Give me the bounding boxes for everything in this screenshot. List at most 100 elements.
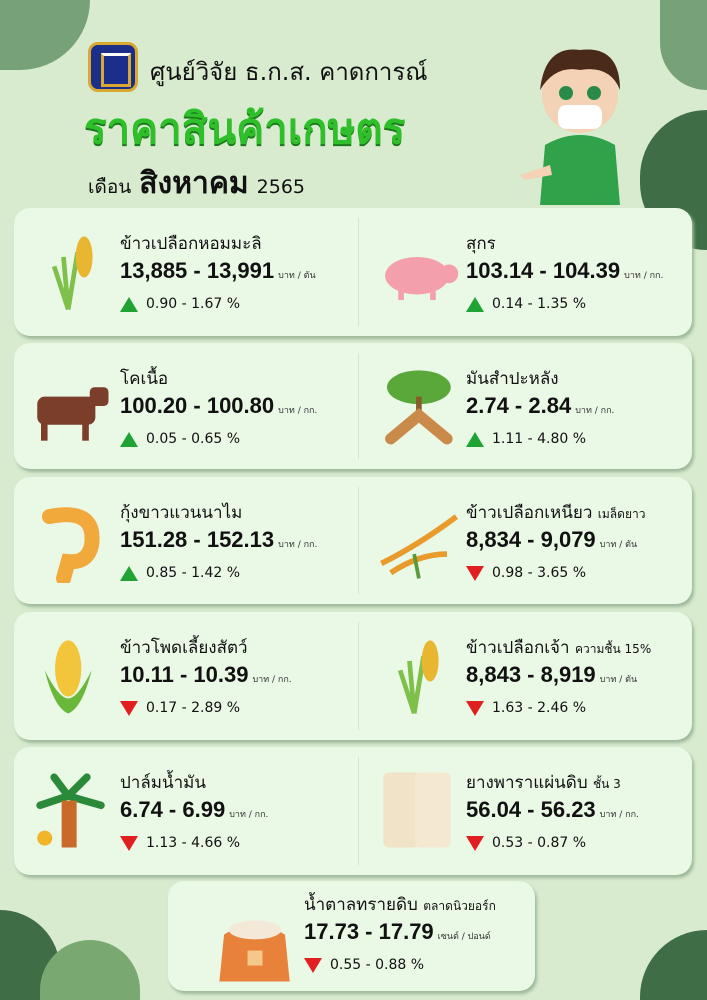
change-value: 0.55 - 0.88 % bbox=[330, 957, 425, 973]
name-text: น้ำตาลทรายดิบ bbox=[304, 895, 418, 915]
change-value: 1.13 - 4.66 % bbox=[146, 835, 241, 851]
price-change: 1.13 - 4.66 % bbox=[120, 835, 240, 851]
divider bbox=[358, 757, 359, 865]
price-unit: บาท / กก. bbox=[599, 810, 639, 820]
price-unit: บาท / กก. bbox=[252, 675, 292, 685]
price-range: 56.04 - 56.23 บาท / กก. bbox=[466, 797, 639, 823]
price-range: 100.20 - 100.80 บาท / กก. bbox=[120, 393, 317, 419]
corn-icon bbox=[44, 640, 92, 714]
commodity-card: โคเนื้อ 100.20 - 100.80 บาท / กก. 0.05 - … bbox=[14, 343, 692, 469]
change-value: 0.85 - 1.42 % bbox=[146, 565, 241, 581]
triangle-up-icon bbox=[120, 565, 138, 581]
commodity-card: ปาล์มน้ำมัน 6.74 - 6.99 บาท / กก. 1.13 - … bbox=[14, 747, 692, 875]
price-unit: เซนต์ / ปอนด์ bbox=[437, 932, 491, 942]
commodity-name: ข้าวเปลือกหอมมะลิ bbox=[120, 230, 262, 257]
name-note: ความชื้น 15% bbox=[574, 642, 652, 656]
divider bbox=[358, 218, 359, 326]
price-change: 1.63 - 2.46 % bbox=[466, 700, 586, 716]
price-value: 2.74 - 2.84 bbox=[466, 393, 572, 418]
price-range: 17.73 - 17.79 เซนต์ / ปอนด์ bbox=[304, 919, 491, 945]
price-range: 13,885 - 13,991 บาท / ตัน bbox=[120, 258, 316, 284]
price-value: 151.28 - 152.13 bbox=[120, 527, 275, 552]
price-unit: บาท / กก. bbox=[624, 271, 664, 281]
change-value: 0.53 - 0.87 % bbox=[492, 835, 587, 851]
commodity-name: ปาล์มน้ำมัน bbox=[120, 769, 206, 796]
name-text: ข้าวโพดเลี้ยงสัตว์ bbox=[120, 638, 248, 658]
triangle-down-icon bbox=[120, 835, 138, 851]
month-label: เดือน bbox=[88, 176, 132, 198]
price-value: 8,843 - 8,919 bbox=[466, 662, 596, 687]
name-text: ข้าวเปลือกเจ้า bbox=[466, 638, 570, 658]
triangle-down-icon bbox=[466, 835, 484, 851]
decor-circle bbox=[640, 930, 707, 1000]
name-note: ตลาดนิวยอร์ก bbox=[423, 899, 496, 913]
commodity-name: น้ำตาลทรายดิบ ตลาดนิวยอร์ก bbox=[304, 891, 496, 918]
commodity-card: น้ำตาลทรายดิบ ตลาดนิวยอร์ก 17.73 - 17.79… bbox=[168, 881, 535, 991]
commodity-card: ข้าวโพดเลี้ยงสัตว์ 10.11 - 10.39 บาท / กก… bbox=[14, 612, 692, 740]
commodity-item: ปาล์มน้ำมัน 6.74 - 6.99 บาท / กก. 1.13 - … bbox=[14, 747, 344, 875]
price-unit: บาท / กก. bbox=[278, 406, 318, 416]
price-range: 8,843 - 8,919 บาท / ตัน bbox=[466, 662, 637, 688]
price-value: 8,834 - 9,079 bbox=[466, 527, 596, 552]
name-text: กุ้งขาวแวนนาไม bbox=[120, 503, 243, 523]
commodity-name: สุกร bbox=[466, 230, 496, 257]
name-text: โคเนื้อ bbox=[120, 369, 169, 389]
name-note: เมล็ดยาว bbox=[597, 507, 646, 521]
triangle-up-icon bbox=[120, 431, 138, 447]
commodity-item: ยางพาราแผ่นดิบ ชั้น 3 56.04 - 56.23 บาท /… bbox=[360, 747, 690, 875]
year: 2565 bbox=[256, 176, 306, 198]
change-value: 0.17 - 2.89 % bbox=[146, 700, 241, 716]
price-unit: บาท / กก. bbox=[229, 810, 269, 820]
triangle-up-icon bbox=[466, 296, 484, 312]
name-text: ข้าวเปลือกเหนียว bbox=[466, 503, 593, 523]
commodity-item: ข้าวเปลือกเจ้า ความชื้น 15% 8,843 - 8,91… bbox=[360, 612, 690, 740]
change-value: 1.63 - 2.46 % bbox=[492, 700, 587, 716]
price-change: 0.85 - 1.42 % bbox=[120, 565, 240, 581]
price-range: 6.74 - 6.99 บาท / กก. bbox=[120, 797, 268, 823]
pig-icon bbox=[385, 256, 459, 301]
divider bbox=[358, 622, 359, 730]
price-unit: บาท / ตัน bbox=[278, 271, 316, 281]
cow-icon bbox=[37, 387, 109, 441]
mascot-illustration bbox=[520, 49, 620, 205]
divider bbox=[358, 487, 359, 594]
commodity-name: กุ้งขาวแวนนาไม bbox=[120, 499, 242, 526]
commodity-item: มันสำปะหลัง 2.74 - 2.84 บาท / กก. 1.11 - … bbox=[360, 343, 690, 469]
change-value: 0.14 - 1.35 % bbox=[492, 296, 587, 312]
change-value: 0.05 - 0.65 % bbox=[146, 431, 241, 447]
commodity-card: กุ้งขาวแวนนาไม 151.28 - 152.13 บาท / กก. … bbox=[14, 477, 692, 604]
commodity-item: โคเนื้อ 100.20 - 100.80 บาท / กก. 0.05 - … bbox=[14, 343, 344, 469]
price-value: 6.74 - 6.99 bbox=[120, 797, 226, 822]
name-text: ข้าวเปลือกหอมมะลิ bbox=[120, 234, 262, 254]
month: สิงหาคม bbox=[139, 166, 249, 201]
price-unit: บาท / กก. bbox=[278, 540, 318, 550]
rice-plant-icon bbox=[51, 236, 93, 311]
triangle-down-icon bbox=[466, 565, 484, 581]
commodity-item: น้ำตาลทรายดิบ ตลาดนิวยอร์ก 17.73 - 17.79… bbox=[198, 881, 528, 991]
name-note: ชั้น 3 bbox=[593, 777, 621, 791]
triangle-down-icon bbox=[304, 957, 322, 973]
sugar-sack-icon bbox=[219, 920, 290, 982]
change-value: 0.90 - 1.67 % bbox=[146, 296, 241, 312]
commodity-item: ข้าวเปลือกหอมมะลิ 13,885 - 13,991 บาท / ต… bbox=[14, 208, 344, 336]
price-change: 0.55 - 0.88 % bbox=[304, 957, 424, 973]
price-range: 103.14 - 104.39 บาท / กก. bbox=[466, 258, 663, 284]
triangle-down-icon bbox=[120, 700, 138, 716]
decor-circle bbox=[0, 0, 90, 70]
change-value: 0.98 - 3.65 % bbox=[492, 565, 587, 581]
commodity-item: ข้าวเปลือกเหนียว เมล็ดยาว 8,834 - 9,079 บ… bbox=[360, 477, 690, 604]
name-text: ยางพาราแผ่นดิบ bbox=[466, 773, 588, 793]
price-change: 0.53 - 0.87 % bbox=[466, 835, 586, 851]
price-unit: บาท / ตัน bbox=[599, 540, 638, 550]
name-text: ปาล์มน้ำมัน bbox=[120, 773, 206, 793]
commodity-card: ข้าวเปลือกหอมมะลิ 13,885 - 13,991 บาท / ต… bbox=[14, 208, 692, 336]
triangle-down-icon bbox=[466, 700, 484, 716]
price-range: 151.28 - 152.13 บาท / กก. bbox=[120, 527, 317, 553]
price-change: 0.90 - 1.67 % bbox=[120, 296, 240, 312]
commodity-name: มันสำปะหลัง bbox=[466, 365, 559, 392]
divider bbox=[358, 353, 359, 459]
price-value: 10.11 - 10.39 bbox=[120, 662, 249, 687]
month-line: เดือน สิงหาคม 2565 bbox=[88, 160, 305, 207]
commodity-name: ข้าวโพดเลี้ยงสัตว์ bbox=[120, 634, 248, 661]
commodity-item: ข้าวโพดเลี้ยงสัตว์ 10.11 - 10.39 บาท / กก… bbox=[14, 612, 344, 740]
